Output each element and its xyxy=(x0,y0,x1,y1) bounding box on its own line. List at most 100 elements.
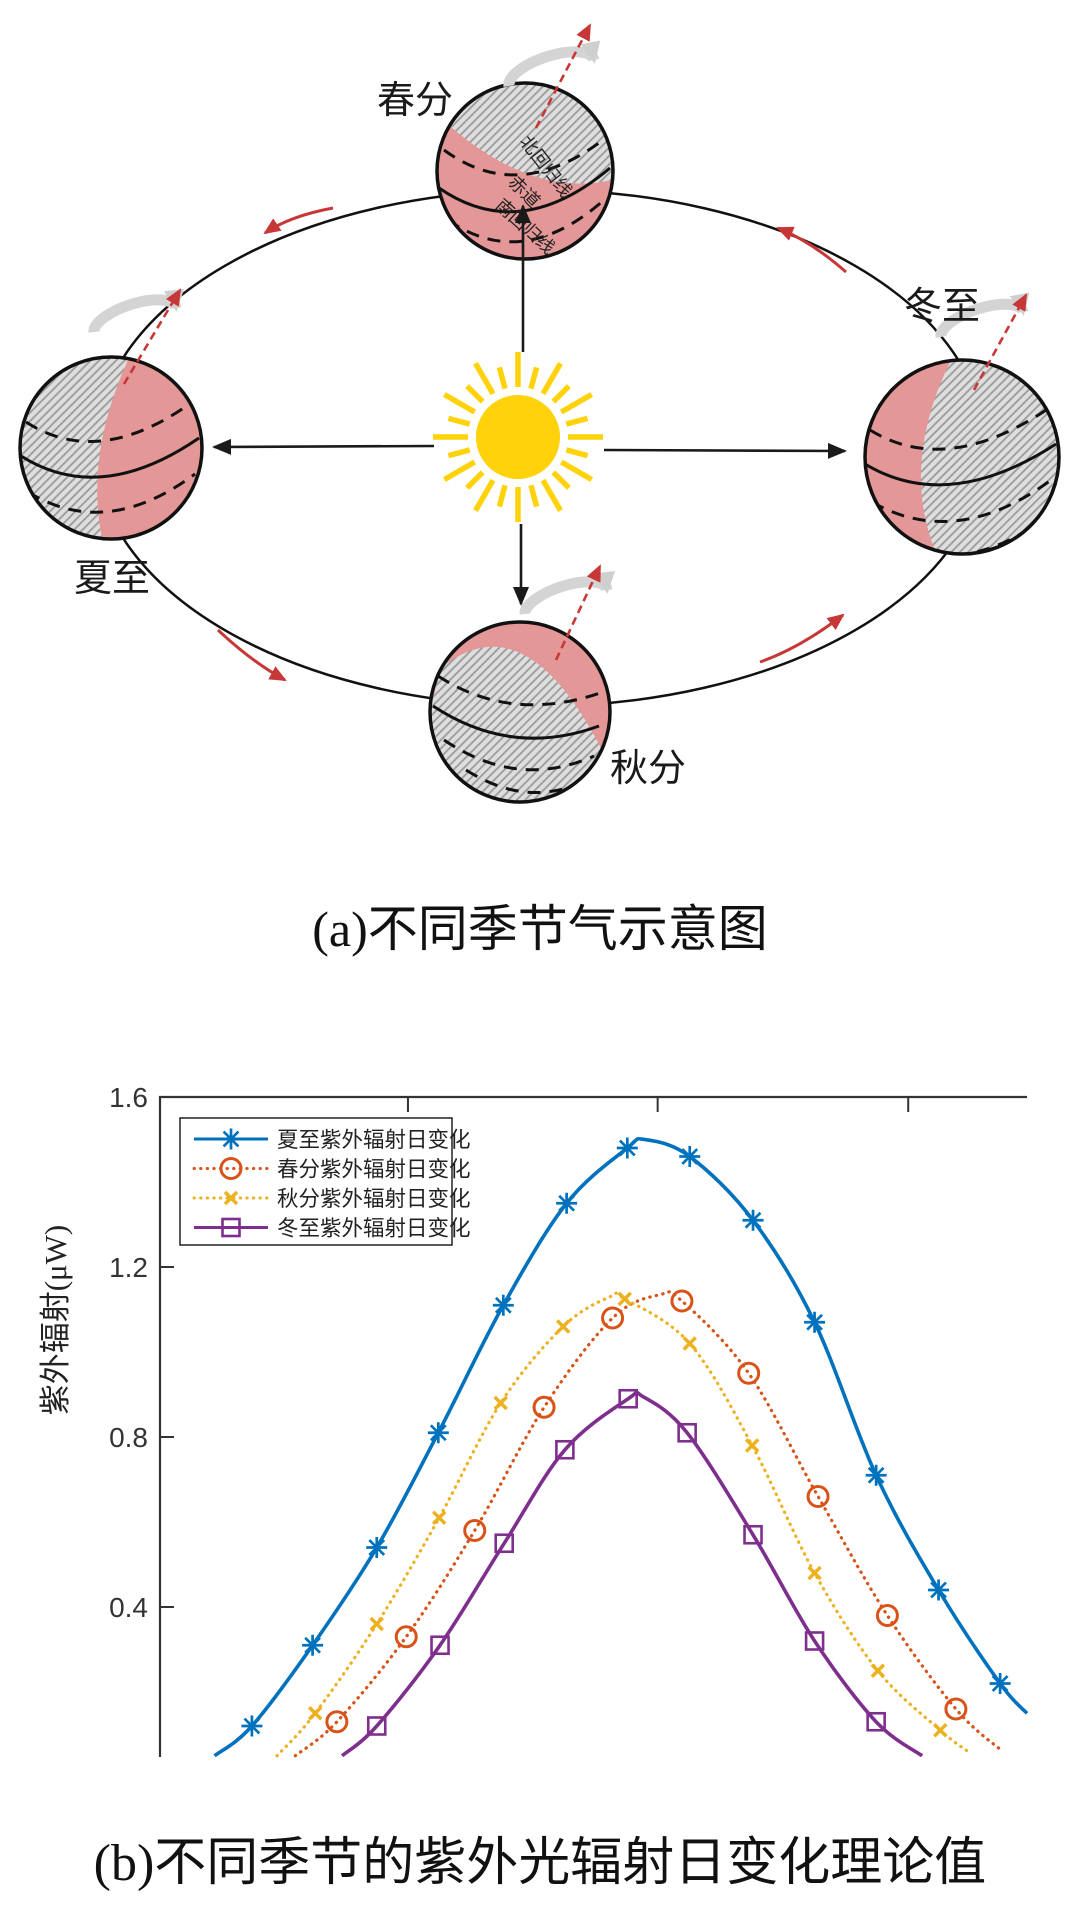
sun-ray-icon xyxy=(447,447,471,459)
marker-circle-icon xyxy=(532,1395,556,1419)
sun-ray-icon xyxy=(528,484,540,508)
marker-x-icon xyxy=(617,1291,632,1307)
chart-content: 1.6 1.2 0.8 0.4 夏至紫外辐射日变化春分紫外辐射日变化秋分紫外辐射日变化冬… xyxy=(109,1082,1029,1758)
marker-asterisk-icon xyxy=(243,1717,261,1735)
sun-ray-icon xyxy=(473,478,496,512)
y-tick-label: 0.8 xyxy=(109,1422,148,1453)
marker-asterisk-icon xyxy=(806,1313,823,1331)
sun-arrow-right-icon xyxy=(603,442,847,459)
sun-ray-icon xyxy=(528,366,540,390)
equator-line xyxy=(432,704,600,740)
marker-asterisk-icon xyxy=(991,1675,1009,1692)
sun-ray-icon xyxy=(540,478,563,512)
marker-circle-icon xyxy=(806,1485,830,1508)
sun-ray-icon xyxy=(551,384,571,404)
marker-circle-icon xyxy=(875,1604,899,1627)
globe-autumn-outline xyxy=(428,620,612,804)
marker-x-icon xyxy=(870,1663,886,1678)
legend-label: 春分紫外辐射日变化 xyxy=(277,1158,471,1182)
marker-circle-icon xyxy=(219,1157,243,1180)
marker-circle-icon xyxy=(325,1710,349,1734)
series-line-x xyxy=(275,1291,970,1758)
sun-ray-icon xyxy=(565,415,589,427)
marker-asterisk-icon xyxy=(558,1194,576,1212)
marker-asterisk-icon xyxy=(744,1211,762,1229)
sun-icon xyxy=(433,352,603,522)
marker-square-icon xyxy=(677,1422,697,1443)
y-tick-label: 0.4 xyxy=(109,1592,148,1623)
marker-x-icon xyxy=(493,1395,508,1411)
sun-ray-icon xyxy=(496,366,508,390)
series-line-asterisk xyxy=(213,1136,1029,1758)
marker-square-icon xyxy=(430,1635,450,1656)
marker-square-icon xyxy=(221,1217,241,1238)
marker-x-icon xyxy=(223,1190,239,1206)
equator-line xyxy=(20,436,200,479)
globe-winter-night-side xyxy=(920,360,1059,554)
sun-ray-icon xyxy=(551,470,571,490)
marker-asterisk-icon xyxy=(429,1424,447,1442)
sun-arrow-left-icon xyxy=(212,438,435,455)
sun-ray-icon xyxy=(473,362,496,396)
orbit-arrow-bottom-left-icon xyxy=(216,628,287,682)
marker-x-icon xyxy=(807,1565,822,1581)
marker-square-icon xyxy=(743,1524,763,1545)
sun-ray-icon xyxy=(465,384,485,404)
globe-winter-outline xyxy=(863,358,1061,556)
marker-x-icon xyxy=(682,1336,697,1351)
y-tick-label: 1.2 xyxy=(109,1252,148,1283)
caption-a: (a)不同季节气示意图 xyxy=(312,901,768,957)
sun-ray-icon xyxy=(559,459,593,482)
caption-b: (b)不同季节的紫外光辐射日变化理论值 xyxy=(93,1835,987,1892)
globe-spring: 北回归线 赤道 南回归线 xyxy=(435,23,615,261)
marker-circle-icon xyxy=(944,1697,968,1721)
sun-ray-icon xyxy=(443,392,477,415)
rotation-ribbon-icon xyxy=(519,570,615,615)
y-axis-label: 紫外辐射(μW) xyxy=(38,1225,73,1416)
orbit-arrow-bottom-right-icon xyxy=(759,613,845,664)
marker-x-icon xyxy=(933,1723,948,1738)
marker-asterisk-icon xyxy=(867,1466,885,1484)
sun-ray-icon xyxy=(540,362,563,396)
sun-ray-icon xyxy=(565,447,589,459)
equator-line xyxy=(865,442,1057,487)
marker-x-icon xyxy=(307,1706,323,1721)
marker-asterisk-icon xyxy=(681,1148,699,1165)
marker-asterisk-icon xyxy=(618,1139,636,1157)
marker-circle-icon xyxy=(394,1625,418,1649)
sun-ray-icon xyxy=(465,470,485,490)
label-spring: 春分 xyxy=(377,80,453,122)
marker-circle-icon xyxy=(737,1361,761,1385)
globe-spring-outline xyxy=(435,81,615,261)
latitude-line xyxy=(25,398,196,443)
rotation-axis-icon xyxy=(554,564,602,661)
marker-asterisk-icon xyxy=(930,1581,947,1599)
latitude-line xyxy=(27,472,196,514)
latitude-line xyxy=(871,478,1052,524)
sun-rays xyxy=(433,352,603,522)
globe-winter xyxy=(863,292,1061,556)
legend-label: 夏至紫外辐射日变化 xyxy=(277,1128,471,1152)
marker-asterisk-icon xyxy=(494,1296,512,1314)
rotation-axis-icon xyxy=(122,288,182,385)
globe-autumn xyxy=(428,564,615,804)
marker-circle-icon xyxy=(670,1289,694,1313)
marker-x-icon xyxy=(555,1319,571,1334)
orbit-arrow-top-right-icon xyxy=(776,226,847,274)
legend-label: 冬至紫外辐射日变化 xyxy=(277,1217,471,1241)
rotation-axis-icon xyxy=(972,293,1028,391)
seasons-diagram: 北回归线 赤道 南回归线 xyxy=(18,23,1061,804)
label-autumn: 秋分 xyxy=(610,748,686,790)
orbit-arrow-top-left-icon xyxy=(263,206,334,235)
marker-asterisk-icon xyxy=(368,1539,386,1556)
globe-summer xyxy=(18,288,204,541)
marker-asterisk-icon xyxy=(222,1130,240,1148)
legend-label: 秋分紫外辐射日变化 xyxy=(277,1187,471,1211)
label-winter: 冬至 xyxy=(904,286,980,328)
uv-chart: 紫外辐射(μW) 1.6 1.2 0.8 0.4 夏至紫外辐射日变化春分紫外辐射日变化秋… xyxy=(38,1082,1029,1758)
marker-circle-icon xyxy=(463,1519,487,1542)
marker-x-icon xyxy=(431,1510,447,1525)
marker-square-icon xyxy=(866,1711,886,1732)
marker-asterisk-icon xyxy=(304,1636,321,1654)
latitude-line xyxy=(869,404,1053,451)
